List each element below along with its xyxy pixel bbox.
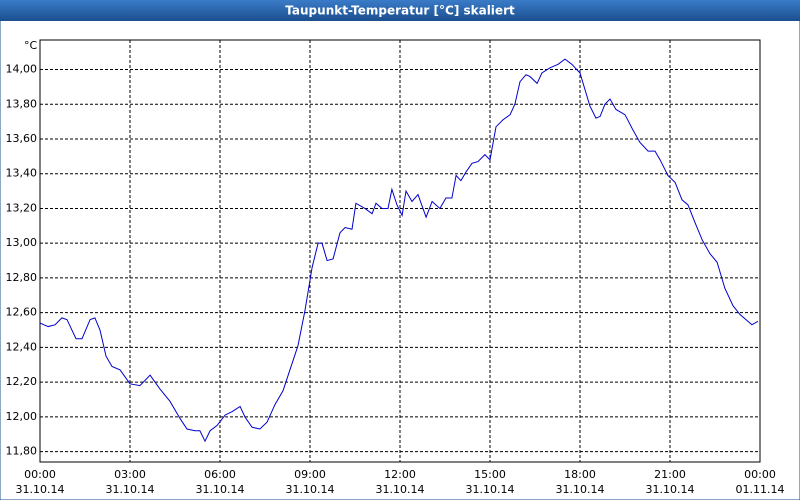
- y-tick-label: 12,00: [6, 410, 38, 423]
- x-tick-date: 31.10.14: [196, 483, 245, 496]
- y-tick-label: 13,60: [6, 132, 38, 145]
- y-tick-label: 12,40: [6, 340, 38, 353]
- x-tick-label: 06:00: [204, 468, 236, 481]
- x-tick-label: 21:00: [654, 468, 686, 481]
- x-tick-date: 31.10.14: [106, 483, 155, 496]
- x-tick-date: 31.10.14: [286, 483, 335, 496]
- x-tick-date: 31.10.14: [556, 483, 605, 496]
- plot-border: [39, 39, 761, 463]
- y-tick-label: 12,60: [6, 306, 38, 319]
- data-line: [39, 58, 759, 443]
- x-tick-label: 18:00: [564, 468, 596, 481]
- x-tick-date: 01.11.14: [736, 483, 785, 496]
- x-tick-date: 31.10.14: [376, 483, 425, 496]
- x-tick-date: 31.10.14: [16, 483, 65, 496]
- x-tick-label: 09:00: [294, 468, 326, 481]
- y-tick-label: 12,20: [6, 375, 38, 388]
- x-tick-label: 00:00: [744, 468, 776, 481]
- x-tick-label: 15:00: [474, 468, 506, 481]
- y-tick-label: 13,20: [6, 201, 38, 214]
- x-tick-date: 31.10.14: [646, 483, 695, 496]
- y-tick-label: 13,00: [6, 236, 38, 249]
- x-tick-label: 12:00: [384, 468, 416, 481]
- y-unit: °C: [24, 39, 38, 52]
- x-tick-date: 31.10.14: [466, 483, 515, 496]
- y-tick-label: 11,80: [6, 445, 38, 458]
- x-tick-label: 03:00: [114, 468, 146, 481]
- y-tick-label: 12,80: [6, 271, 38, 284]
- chart-title: Taupunkt-Temperatur [°C] skaliert: [285, 4, 515, 18]
- y-tick-label: 13,80: [6, 97, 38, 110]
- title-bar: [0, 0, 800, 21]
- x-tick-label: 00:00: [24, 468, 56, 481]
- y-tick-label: 14,00: [6, 63, 38, 76]
- y-tick-label: 13,40: [6, 167, 38, 180]
